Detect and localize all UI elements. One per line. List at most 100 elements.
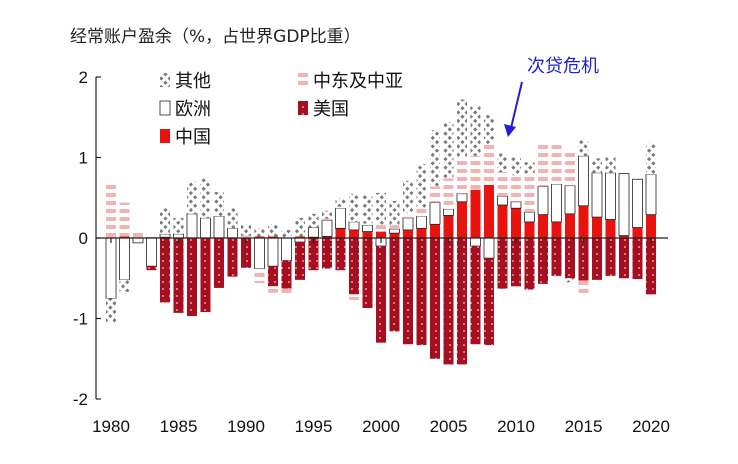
bar-china-1999 xyxy=(362,231,373,238)
bar-other-neg-2014 xyxy=(565,278,575,283)
bar-europe-2008 xyxy=(483,237,495,259)
legend-item-mideast: 中东及中亚 xyxy=(298,71,403,92)
bar-us-2010 xyxy=(511,238,521,287)
crisis-arrow xyxy=(510,81,523,129)
legend-swatch-us xyxy=(298,101,308,115)
bar-us-1990 xyxy=(241,238,251,268)
bar-china-2006 xyxy=(457,201,467,238)
legend-swatch-other xyxy=(160,73,170,87)
bar-other-1984 xyxy=(160,208,170,234)
bar-europe-2020 xyxy=(645,174,657,216)
bar-mideast-2008 xyxy=(484,144,494,185)
bar-mideast-1982 xyxy=(133,229,143,238)
bar-china-2001 xyxy=(389,233,400,238)
bar-china-1997 xyxy=(335,228,346,238)
bar-other-2000 xyxy=(376,192,386,226)
bar-china-1992 xyxy=(268,236,278,238)
bar-us-2016 xyxy=(592,238,602,280)
bar-europe-1986 xyxy=(186,213,198,239)
bar-us-2018 xyxy=(619,238,629,279)
bar-mideast-2003 xyxy=(416,208,427,217)
bar-china-2002 xyxy=(403,229,413,238)
bar-other-2009 xyxy=(497,153,508,172)
bar-europe-2006 xyxy=(456,193,468,203)
bar-china-2000 xyxy=(376,231,386,238)
y-tick-label: -1 xyxy=(73,310,88,329)
bar-us-1999 xyxy=(362,238,373,309)
bars-layer xyxy=(105,99,657,365)
bar-europe-2015 xyxy=(578,155,589,207)
bar-china-2010 xyxy=(511,208,521,238)
legend-label-us: 美国 xyxy=(313,99,349,120)
x-tick-label: 2010 xyxy=(497,417,535,436)
bar-other-1981 xyxy=(119,279,130,292)
bar-us-1986 xyxy=(187,238,197,317)
y-tick-label: 2 xyxy=(79,68,88,87)
legend-swatch-europe xyxy=(159,100,171,116)
bar-other-1999 xyxy=(362,195,373,224)
bar-europe-2011 xyxy=(524,211,535,223)
bar-europe-2001 xyxy=(389,228,400,234)
bar-mideast-2014 xyxy=(565,150,575,186)
bar-us-2003 xyxy=(416,238,427,346)
bar-us-1987 xyxy=(200,238,211,313)
bar-us-2005 xyxy=(443,238,454,365)
legend-item-us: 美国 xyxy=(298,99,349,120)
bar-china-2015 xyxy=(578,205,589,238)
bar-mideast-2010 xyxy=(511,175,521,202)
bar-europe-2002 xyxy=(402,217,414,231)
bar-europe-1989 xyxy=(227,227,238,239)
x-tick-label: 2015 xyxy=(565,417,603,436)
bar-other-1995 xyxy=(308,213,319,228)
bar-us-1992 xyxy=(268,266,278,287)
bar-us-2002 xyxy=(403,238,413,345)
bar-mideast-2011 xyxy=(524,174,535,213)
bar-us-1988 xyxy=(214,238,224,288)
x-tick-label: 1980 xyxy=(92,417,130,436)
bar-europe-1993 xyxy=(281,237,292,261)
bar-europe-1983 xyxy=(146,237,157,267)
bar-china-1994 xyxy=(295,236,305,238)
bar-us-2007 xyxy=(470,246,481,345)
bar-europe-1998 xyxy=(348,221,360,231)
bar-china-2004 xyxy=(430,224,440,238)
bar-mideast-1996 xyxy=(322,218,332,221)
bar-other-2003 xyxy=(416,163,427,209)
bar-china-2016 xyxy=(592,217,602,238)
bar-other-1991 xyxy=(254,228,265,237)
bar-other-1987 xyxy=(200,177,211,218)
bar-us-2019 xyxy=(632,238,643,280)
bar-europe-1985 xyxy=(173,233,184,239)
bar-mideast-1993 xyxy=(281,288,292,296)
bar-us-2020 xyxy=(646,238,656,295)
bar-china-2003 xyxy=(416,228,427,238)
bar-other-1980 xyxy=(106,298,116,323)
bar-us-1983 xyxy=(146,266,157,271)
crisis-annotation: 次贷危机 xyxy=(504,56,599,137)
bar-china-2005 xyxy=(443,215,454,238)
bar-us-1995 xyxy=(308,238,319,271)
bar-europe-1988 xyxy=(213,215,225,239)
bar-other-2016 xyxy=(592,158,602,173)
legend-label-china: 中国 xyxy=(175,127,211,148)
bar-other-1992 xyxy=(268,224,278,237)
bar-mideast-2004 xyxy=(430,186,440,203)
bar-other-2010 xyxy=(511,157,521,176)
bar-mideast-2012 xyxy=(538,142,548,187)
bar-other-1990 xyxy=(241,224,251,236)
bar-us-1989 xyxy=(227,238,238,277)
bar-other-1994 xyxy=(295,217,305,237)
x-tick-label: 1995 xyxy=(295,417,333,436)
bar-china-2013 xyxy=(551,221,562,238)
bar-other-1988 xyxy=(214,192,224,217)
bar-other-1996 xyxy=(322,210,332,219)
bar-europe-1980 xyxy=(105,237,117,299)
bar-europe-2016 xyxy=(591,172,603,218)
bar-other-1989 xyxy=(227,208,238,229)
bar-europe-1984 xyxy=(159,233,171,238)
bar-europe-2019 xyxy=(632,178,643,228)
bar-us-2012 xyxy=(538,238,548,284)
bar-other-1993 xyxy=(281,229,292,238)
